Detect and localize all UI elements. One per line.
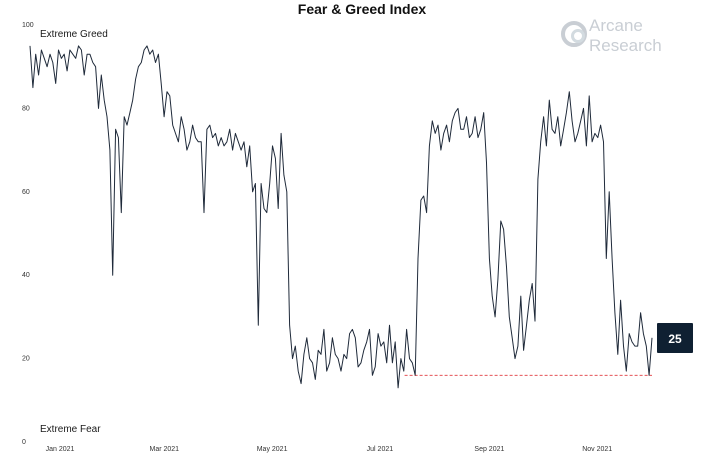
x-axis-ticks: Jan 2021 Mar 2021 May 2021 Jul 2021 Sep 2021… <box>46 446 613 453</box>
x-tick-label: Mar 2021 <box>150 446 180 453</box>
y-tick-label-80: 80 <box>22 105 30 112</box>
y-tick-label-100: 100 <box>22 22 34 29</box>
x-tick-label: Jul 2021 <box>367 446 394 453</box>
logo-text-line1: Arcane <box>589 16 643 35</box>
logo-text-line2: Research <box>589 36 662 55</box>
latest-value-badge-bg <box>657 323 693 353</box>
y-tick-label-0: 0 <box>22 439 26 446</box>
arcane-research-logo: Arcane Research <box>561 16 662 55</box>
extreme-greed-label: Extreme Greed <box>40 29 108 40</box>
x-tick-label: Sep 2021 <box>474 446 504 453</box>
y-axis-ticks: 0 20 40 60 80 100 <box>22 22 34 446</box>
arcane-logo-icon <box>561 21 587 47</box>
x-tick-label: May 2021 <box>257 446 288 453</box>
x-tick-label: Nov 2021 <box>582 446 612 453</box>
y-tick-label-20: 20 <box>22 356 30 363</box>
extreme-fear-label: Extreme Fear <box>40 424 101 435</box>
series-line <box>29 45 653 389</box>
y-tick-label-40: 40 <box>22 272 30 279</box>
latest-value-label: 25 <box>668 332 682 346</box>
latest-value-badge: 25 <box>657 323 693 353</box>
x-tick-label: Jan 2021 <box>46 446 75 453</box>
chart-title: Fear & Greed Index <box>298 1 427 17</box>
y-tick-label-60: 60 <box>22 189 30 196</box>
